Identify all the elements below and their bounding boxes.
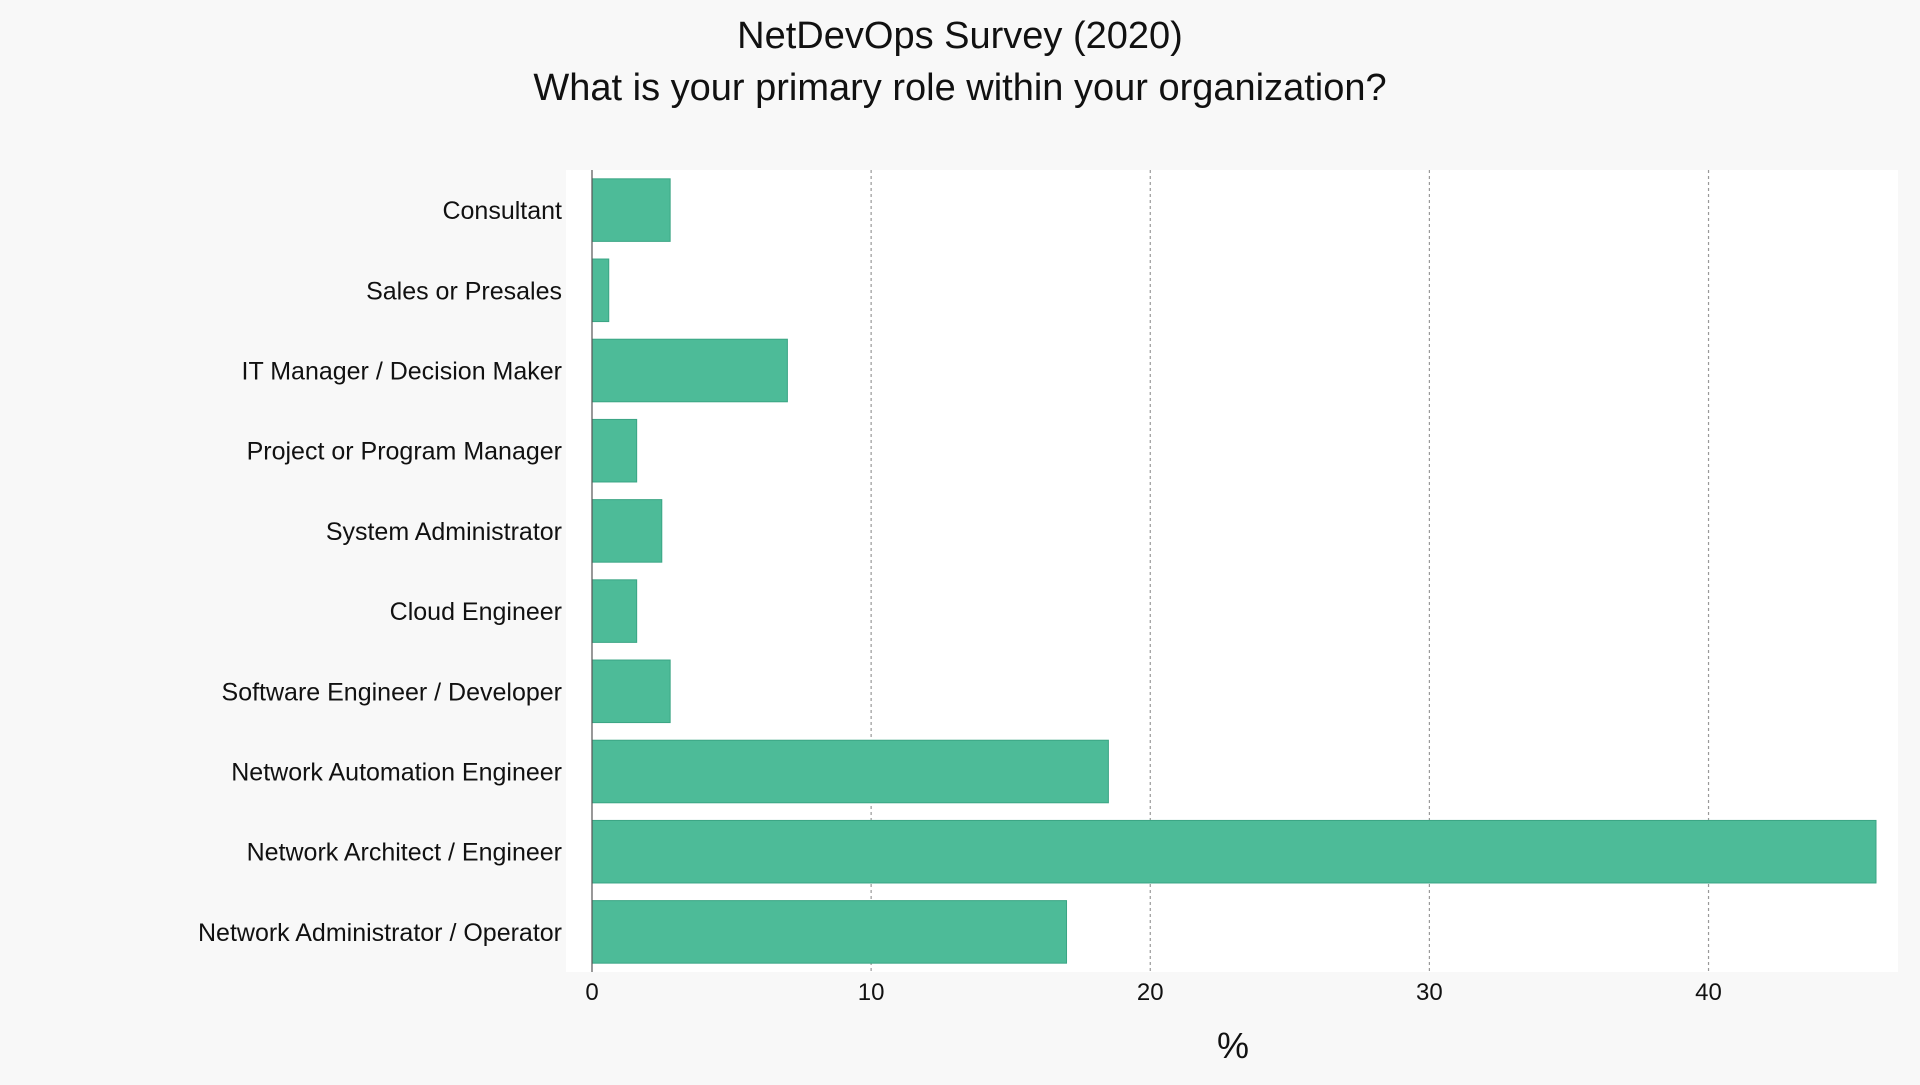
bar — [591, 739, 1109, 804]
bar — [591, 178, 671, 242]
bar — [591, 499, 663, 563]
x-tick-label: 0 — [585, 979, 598, 1006]
bar — [591, 900, 1068, 964]
category-label: Cloud Engineer — [390, 598, 562, 626]
bar — [591, 819, 1877, 884]
bar — [591, 258, 610, 323]
x-tick-label: 30 — [1416, 979, 1443, 1006]
category-label: Network Automation Engineer — [231, 759, 562, 787]
category-label: Network Administrator / Operator — [198, 919, 562, 947]
category-labels: Consultant Sales or Presales IT Manager / … — [198, 197, 562, 947]
x-tick-label: 10 — [858, 979, 885, 1006]
category-label: Consultant — [442, 197, 562, 225]
x-axis-label: % — [1217, 1025, 1249, 1066]
chart-subtitle: What is your primary role within your or… — [533, 67, 1386, 109]
bars — [591, 178, 1877, 964]
category-label: Software Engineer / Developer — [222, 678, 562, 706]
category-label: System Administrator — [326, 518, 562, 546]
bar — [591, 338, 788, 403]
x-tick-labels: 0 10 20 30 40 — [585, 979, 1722, 1006]
bar — [591, 659, 671, 724]
x-tick-label: 40 — [1695, 979, 1722, 1006]
category-label: Network Architect / Engineer — [247, 839, 562, 867]
chart-title: NetDevOps Survey (2020) — [737, 15, 1183, 57]
bar — [591, 418, 638, 483]
category-label: Project or Program Manager — [247, 438, 562, 466]
bar — [591, 579, 638, 643]
category-label: IT Manager / Decision Maker — [242, 358, 563, 386]
category-label: Sales or Presales — [366, 277, 562, 305]
x-tick-label: 20 — [1137, 979, 1164, 1006]
